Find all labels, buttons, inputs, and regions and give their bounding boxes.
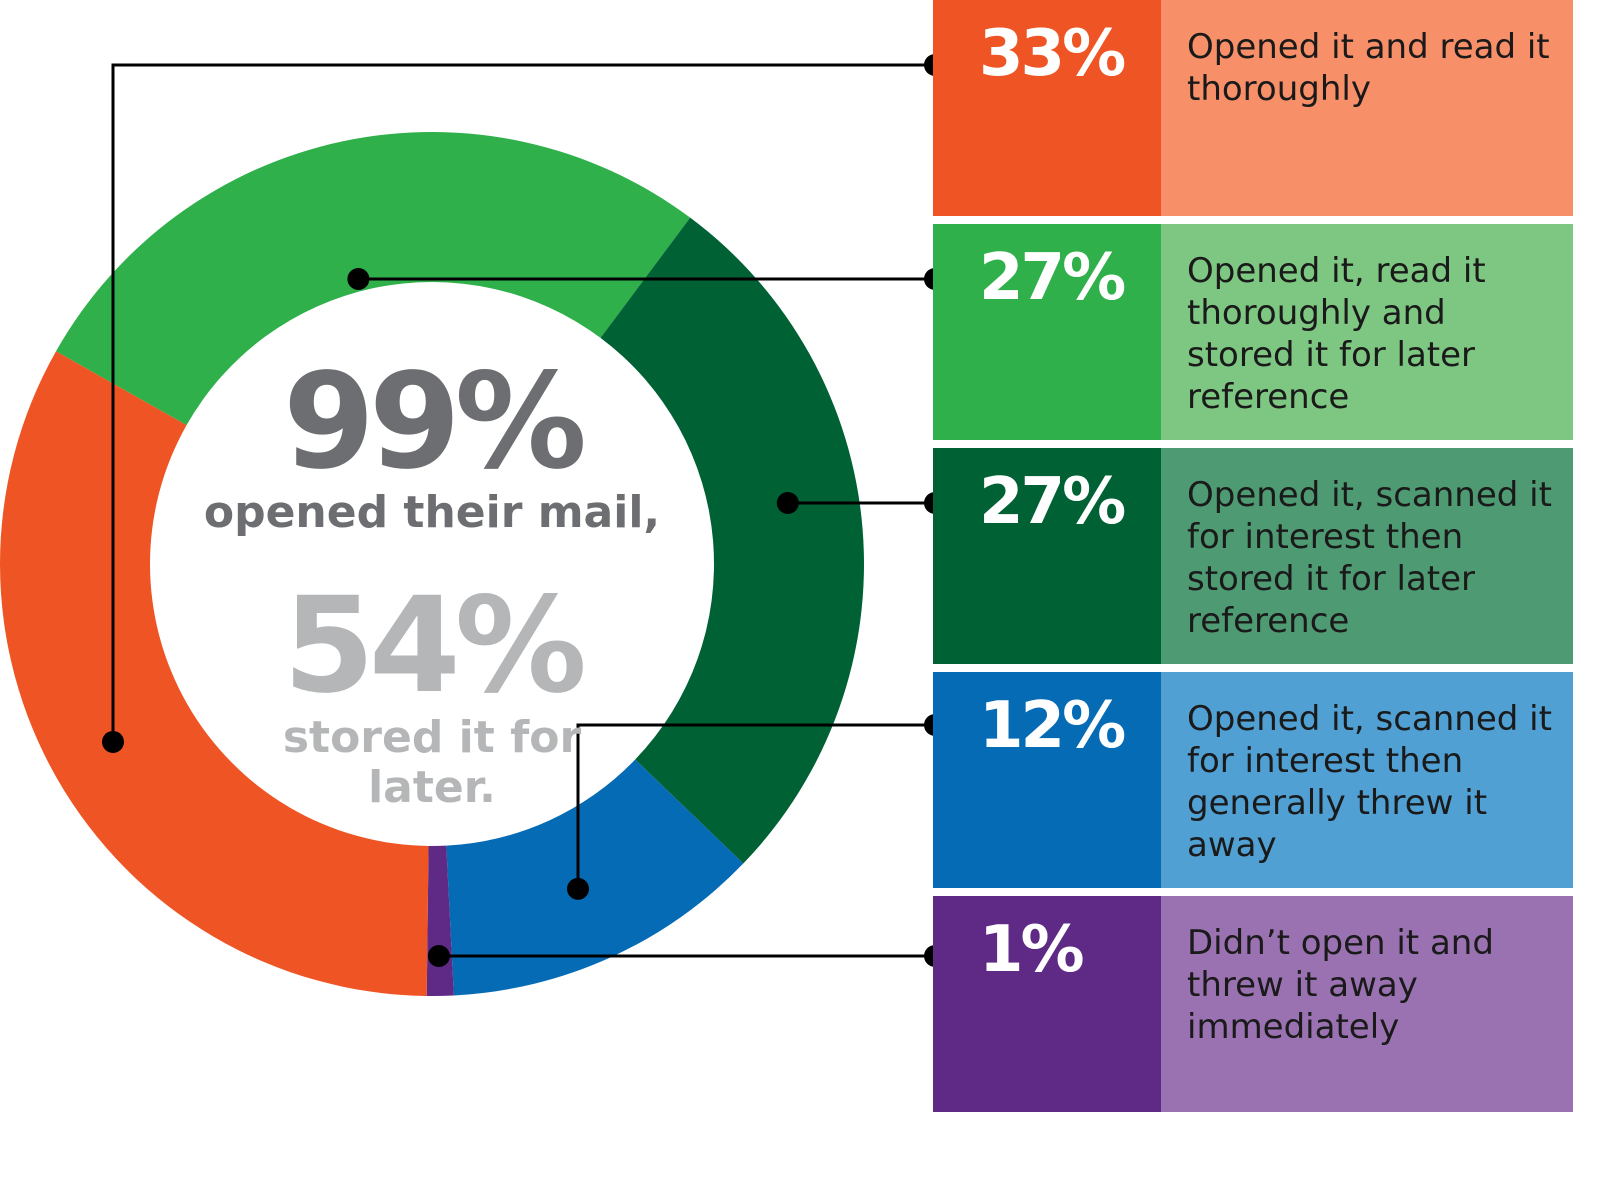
legend-row-4: 12% Opened it, scanned it for interest t… [933, 672, 1573, 888]
legend-desc-label: Opened it, scanned it for interest then … [1187, 699, 1552, 865]
legend-desc-label: Didn’t open it and threw it away immedia… [1187, 923, 1494, 1047]
legend-desc-box: Opened it and read it thoroughly [1161, 0, 1573, 216]
legend-pct-label: 27% [979, 241, 1126, 315]
legend-row-1: 33% Opened it and read it thoroughly [933, 0, 1573, 216]
legend-desc-box: Opened it, scanned it for interest then … [1161, 448, 1573, 664]
stat-opened-text: opened their mail, [203, 487, 661, 538]
donut-slice [446, 759, 744, 996]
legend-pct-label: 33% [979, 17, 1126, 91]
donut-slice [600, 217, 864, 864]
legend-desc-label: Opened it, scanned it for interest then … [1187, 475, 1552, 641]
legend-pct-box: 1% [933, 896, 1161, 1112]
legend-pct-box: 27% [933, 224, 1161, 440]
stat-opened-value: 99% [283, 345, 587, 499]
legend-row-2: 27% Opened it, read it thoroughly and st… [933, 224, 1573, 440]
legend-pct-label: 27% [979, 465, 1126, 539]
stat-stored-text-line1: stored it for [282, 712, 582, 763]
stat-stored-value: 54% [283, 569, 587, 723]
leader-line [111, 63, 935, 742]
leader-line [576, 723, 935, 889]
legend-pct-box: 33% [933, 0, 1161, 216]
legend-row-5: 1% Didn’t open it and threw it away imme… [933, 896, 1573, 1112]
legend-desc-box: Didn’t open it and threw it away immedia… [1161, 896, 1573, 1112]
legend-pct-label: 1% [979, 913, 1085, 987]
legend-desc-box: Opened it, read it thoroughly and stored… [1161, 224, 1573, 440]
donut-slice [0, 351, 429, 996]
legend-row-3: 27% Opened it, scanned it for interest t… [933, 448, 1573, 664]
legend-desc-label: Opened it and read it thoroughly [1187, 27, 1550, 109]
legend-desc-label: Opened it, read it thoroughly and stored… [1187, 251, 1486, 417]
legend-desc-box: Opened it, scanned it for interest then … [1161, 672, 1573, 888]
legend-pct-box: 12% [933, 672, 1161, 888]
legend-pct-label: 12% [979, 689, 1126, 763]
stat-stored-text-line2: later. [368, 762, 496, 813]
legend-pct-box: 27% [933, 448, 1161, 664]
